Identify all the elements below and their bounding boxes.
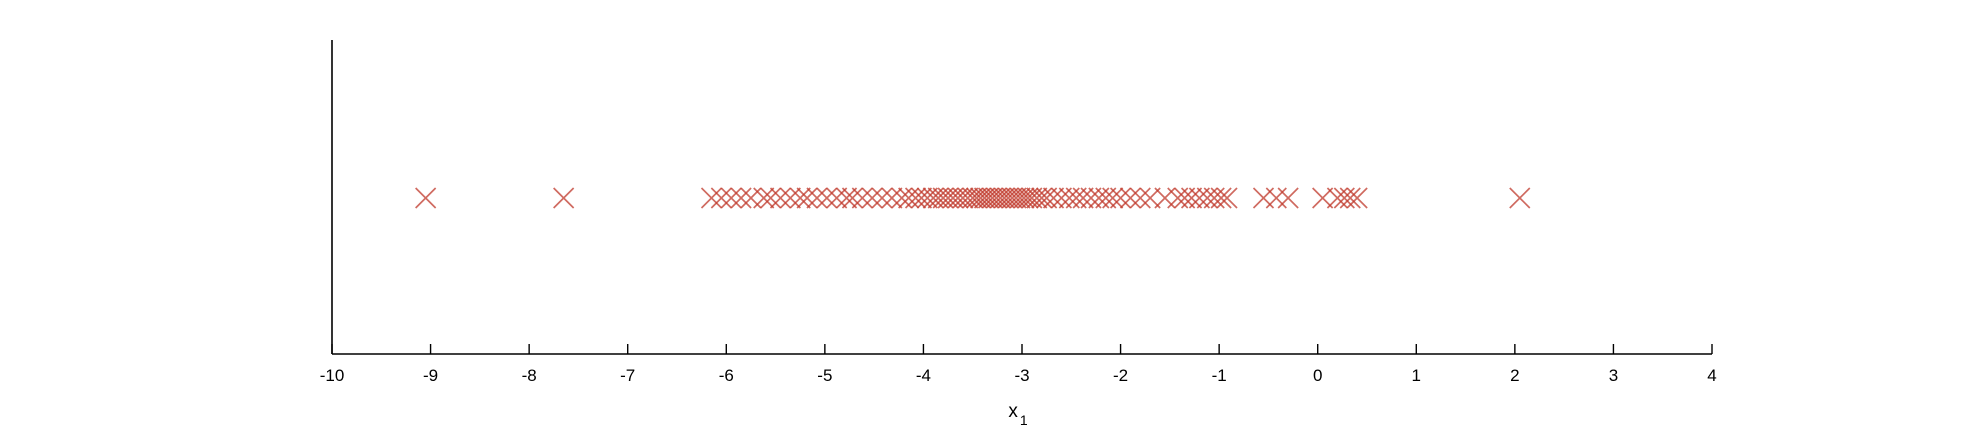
- data-point: [985, 187, 1007, 209]
- x-tick-label: -4: [916, 366, 931, 385]
- x-axis-label-subscript: 1: [1020, 412, 1028, 428]
- data-point: [1312, 187, 1334, 209]
- data-point: [1095, 187, 1117, 209]
- data-point: [1210, 187, 1232, 209]
- data-point: [910, 187, 933, 209]
- data-point: [779, 187, 801, 209]
- data-point: [904, 187, 927, 209]
- data-point: [789, 187, 811, 209]
- data-markers: [415, 187, 1531, 209]
- data-point: [942, 187, 964, 209]
- data-point: [835, 187, 858, 209]
- data-point: [1265, 187, 1287, 209]
- data-point: [962, 187, 984, 209]
- x-ticks: -10 -9 -8 -7 -6 -5 -4 -3 -2 -1 0 1 2 3 4: [320, 344, 1717, 385]
- data-point: [966, 187, 988, 209]
- data-point: [851, 187, 873, 209]
- data-point: [1174, 187, 1196, 209]
- data-point: [710, 187, 732, 209]
- data-point: [816, 187, 838, 209]
- x-tick-label: -10: [320, 366, 345, 385]
- x-tick-label: 2: [1510, 366, 1519, 385]
- data-point: [841, 187, 864, 209]
- data-point: [1036, 187, 1058, 209]
- data-point: [989, 187, 1011, 209]
- data-point: [1005, 187, 1027, 209]
- data-point: [1139, 187, 1161, 209]
- data-point: [871, 187, 893, 209]
- data-point: [1339, 187, 1361, 209]
- x-tick-label: 1: [1412, 366, 1421, 385]
- data-point: [760, 187, 782, 209]
- data-point: [1021, 187, 1043, 209]
- data-point: [826, 187, 848, 209]
- data-point: [1031, 187, 1053, 209]
- x-tick-label: -8: [522, 366, 537, 385]
- data-point: [806, 187, 828, 209]
- data-point: [700, 187, 723, 209]
- data-point: [981, 187, 1004, 209]
- x-tick-label: 0: [1313, 366, 1322, 385]
- x-tick-label: -7: [620, 366, 635, 385]
- data-point: [1009, 187, 1031, 209]
- data-point: [1188, 187, 1211, 209]
- data-point: [1072, 187, 1094, 209]
- data-point: [1119, 187, 1142, 209]
- data-point: [1065, 187, 1087, 209]
- data-point: [969, 187, 992, 209]
- data-point: [730, 187, 752, 209]
- data-point: [1042, 187, 1065, 209]
- data-point: [861, 187, 883, 209]
- data-point: [1216, 187, 1238, 209]
- data-point: [927, 187, 949, 209]
- data-point: [932, 187, 954, 209]
- data-point: [997, 187, 1019, 209]
- data-point: [937, 187, 959, 209]
- data-point: [993, 187, 1015, 209]
- data-point: [881, 187, 903, 209]
- data-point: [1102, 187, 1124, 209]
- x-tick-label: 3: [1609, 366, 1618, 385]
- x-tick-label: 4: [1707, 366, 1716, 385]
- data-point: [553, 187, 575, 209]
- data-point: [796, 187, 818, 209]
- data-point: [1346, 187, 1368, 209]
- x-tick-label: -1: [1212, 366, 1227, 385]
- x-axis-label-main: x: [1008, 401, 1018, 422]
- data-point: [753, 187, 775, 209]
- x-tick-label: -9: [423, 366, 438, 385]
- data-point: [1509, 187, 1531, 209]
- data-point: [1050, 187, 1073, 209]
- data-point: [947, 187, 969, 209]
- data-point: [1180, 187, 1203, 209]
- data-point: [922, 187, 944, 209]
- data-point: [916, 187, 938, 209]
- x-tick-label: -6: [719, 366, 734, 385]
- data-point: [769, 187, 792, 209]
- data-point: [1277, 187, 1299, 209]
- data-point: [1001, 187, 1023, 209]
- x-tick-label: -5: [817, 366, 832, 385]
- data-point: [415, 187, 437, 209]
- data-point: [1129, 187, 1151, 209]
- x-tick-label: -2: [1113, 366, 1128, 385]
- data-point: [1026, 187, 1048, 209]
- x-tick-label: -3: [1014, 366, 1029, 385]
- data-point: [720, 187, 742, 209]
- data-point: [1080, 187, 1102, 209]
- data-point: [973, 187, 996, 209]
- data-point: [1109, 187, 1132, 209]
- data-point: [977, 187, 1000, 209]
